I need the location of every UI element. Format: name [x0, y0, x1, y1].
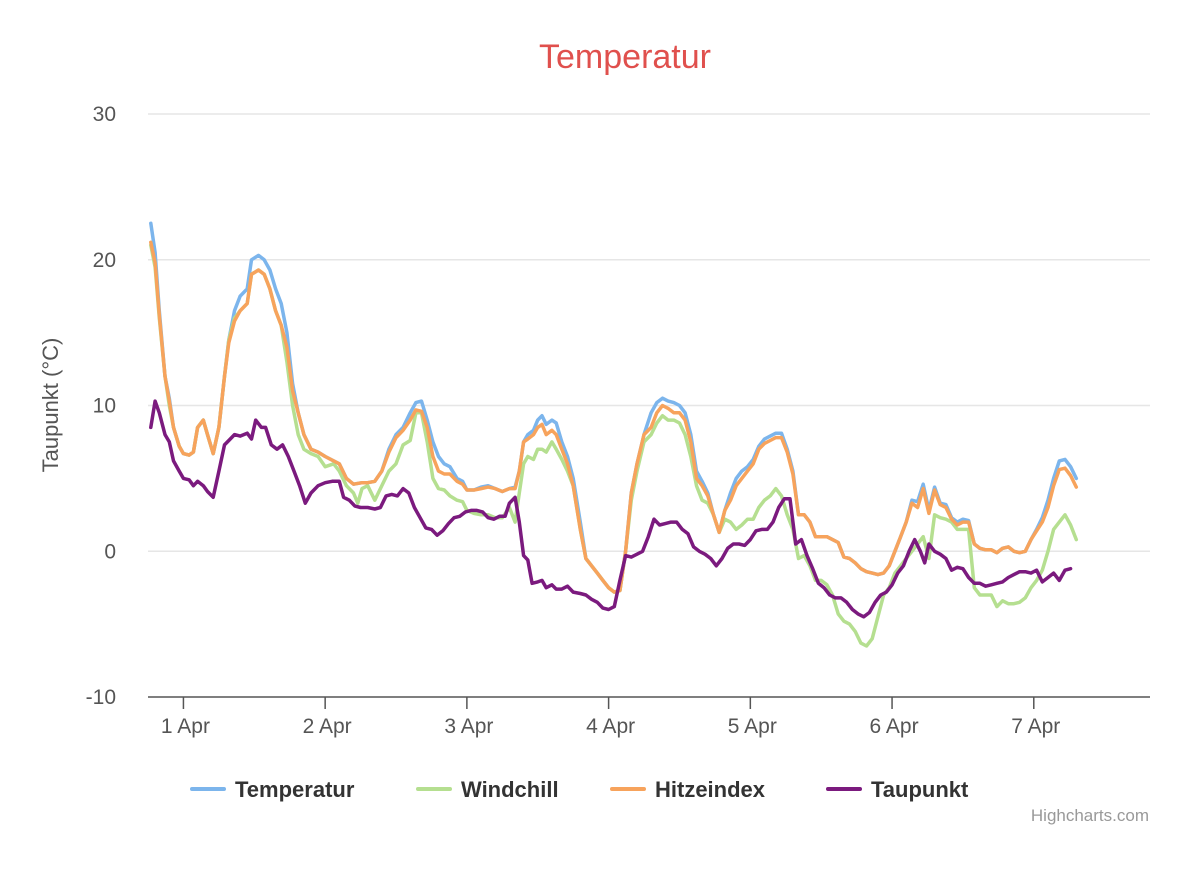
- y-tick-label: 10: [93, 395, 116, 418]
- legend-item-windchill[interactable]: Windchill: [416, 777, 559, 802]
- x-tick-label: 7 Apr: [1011, 715, 1060, 738]
- y-axis-ticks: -10 0 10 20 30: [86, 103, 116, 709]
- x-axis: 1 Apr 2 Apr 3 Apr 4 Apr 5 Apr 6 Apr 7 Apr: [148, 696, 1150, 738]
- legend-label: Taupunkt: [871, 777, 969, 802]
- y-tick-label: 0: [104, 540, 116, 563]
- series-lines: [149, 221, 1079, 648]
- x-tick-label: 3 Apr: [444, 715, 493, 738]
- y-tick-label: -10: [86, 686, 116, 709]
- legend-label: Windchill: [461, 777, 559, 802]
- legend: Temperatur Windchill Hitzeindex Taupunkt: [190, 777, 969, 802]
- credits-link[interactable]: Highcharts.com: [1031, 806, 1149, 825]
- x-tick-label: 6 Apr: [870, 715, 919, 738]
- x-tick-label: 2 Apr: [303, 715, 352, 738]
- legend-label: Temperatur: [235, 777, 355, 802]
- x-tick-label: 5 Apr: [728, 715, 777, 738]
- legend-item-temperatur[interactable]: Temperatur: [190, 777, 355, 802]
- y-axis-label: Taupunkt (°C): [38, 338, 63, 473]
- gridlines: [148, 113, 1150, 552]
- series-line-taupunkt[interactable]: [149, 399, 1073, 619]
- x-tick-label: 4 Apr: [586, 715, 635, 738]
- legend-item-hitzeindex[interactable]: Hitzeindex: [610, 777, 766, 802]
- x-tick-label: 1 Apr: [161, 715, 210, 738]
- y-tick-label: 20: [93, 249, 116, 272]
- legend-label: Hitzeindex: [655, 777, 766, 802]
- y-tick-label: 30: [93, 103, 116, 126]
- legend-item-taupunkt[interactable]: Taupunkt: [826, 777, 969, 802]
- chart-title: Temperatur: [539, 38, 711, 76]
